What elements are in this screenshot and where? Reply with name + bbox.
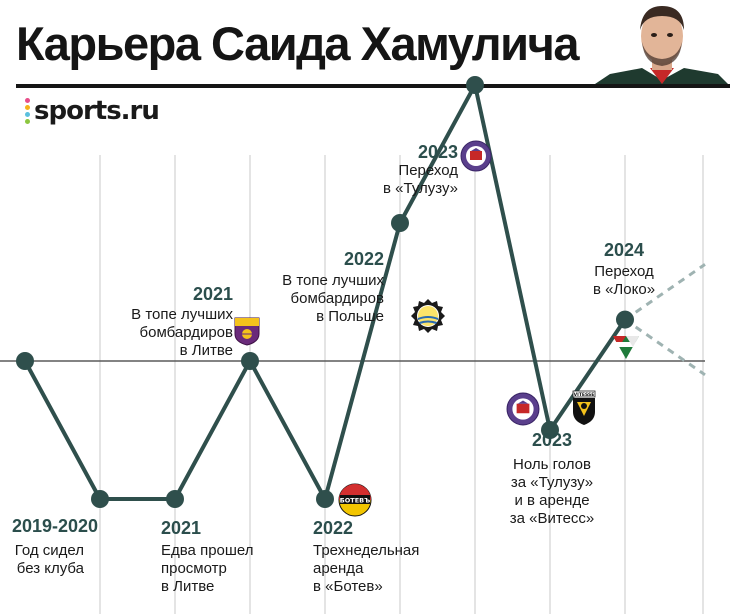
projection-line	[624, 263, 706, 321]
event-desc-2022-botev: Трехнедельная аренда в «Ботев»	[313, 542, 420, 595]
event-desc-2019-2020: Год сидел без клуба	[14, 542, 84, 577]
toulouse-crest-icon	[460, 140, 492, 172]
career-point	[616, 310, 634, 329]
year-label-2022-poland: 2022	[343, 249, 384, 269]
event-desc-2023-vitesse: Ноль голов за «Тулузу» и в аренде за «Витес…	[509, 456, 595, 527]
year-label-2022-botev: 2022	[313, 518, 354, 538]
event-desc-2021-trial: Едва прошел просмотр в Литве	[161, 542, 254, 595]
sports-ru-logo: sports.ru	[25, 94, 160, 128]
career-point	[466, 76, 484, 94]
year-label-2019-2020: 2019-2020	[11, 516, 99, 536]
career-point	[391, 214, 409, 232]
year-label-2023-toulouse: 2023	[417, 142, 458, 162]
career-point	[166, 490, 184, 508]
event-desc-2022-poland: В топе лучших бомбардиров в Польше	[282, 272, 384, 325]
event-desc-2021-top: В топе лучших бомбардиров в Литве	[131, 306, 233, 359]
lokomotiv-crest-icon	[613, 336, 639, 359]
player-portrait	[592, 2, 730, 86]
event-desc-2023-toulouse: Переход в «Тулузу»	[383, 162, 458, 197]
career-point	[541, 421, 559, 439]
banga-crest-icon	[234, 317, 260, 346]
career-point	[316, 490, 334, 508]
svg-text:БОТЕВЪ: БОТЕВЪ	[340, 497, 370, 505]
stal-mielec-crest-icon	[411, 299, 445, 333]
year-label-2023-vitesse: 2023	[531, 430, 573, 450]
projection-line	[624, 318, 706, 377]
vitesse-crest-icon: VITESSE	[572, 390, 596, 425]
logo-dots-icon	[25, 98, 30, 124]
event-desc-2024: Переход в «Локо»	[592, 263, 656, 298]
career-point	[91, 490, 109, 508]
svg-text:VITESSE: VITESSE	[574, 392, 595, 398]
page-title: Карьера Саида Хамулича	[16, 17, 579, 70]
year-label-2024: 2024	[603, 240, 645, 260]
toulouse-crest-icon	[506, 392, 540, 426]
brand-name: sports.ru	[34, 96, 160, 126]
career-point	[241, 352, 259, 370]
botev-crest-icon: БОТЕВЪ	[338, 483, 372, 517]
year-label-2021-top: 2021	[192, 284, 233, 304]
career-point	[16, 352, 34, 370]
year-label-2021-trial: 2021	[161, 518, 202, 538]
title-rule	[16, 84, 730, 88]
